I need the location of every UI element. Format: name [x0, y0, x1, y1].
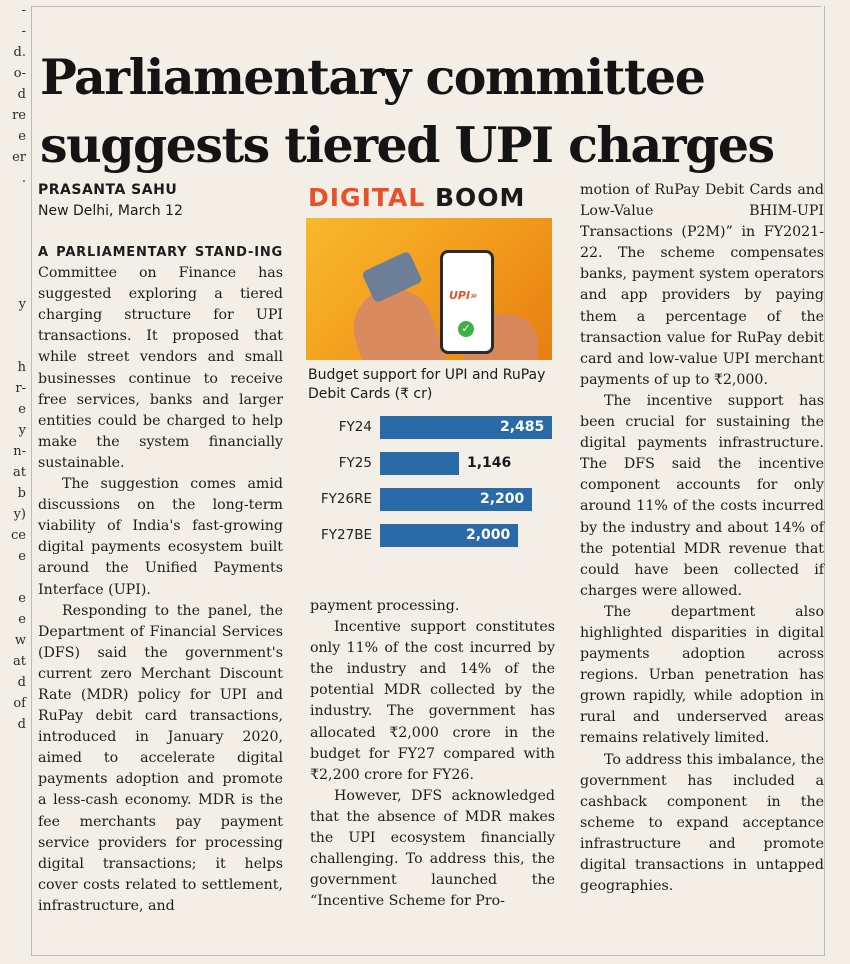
- fragment-line: e: [18, 549, 26, 564]
- fragment-line: ce: [11, 528, 26, 543]
- fragment-line: d: [17, 717, 26, 732]
- article-paragraph: However, DFS acknowledged that the absen…: [310, 787, 555, 910]
- frame-left-rule: [31, 6, 32, 956]
- byline: PRASANTA SAHU New Delhi, March 12: [38, 180, 288, 222]
- fragment-line: e: [18, 591, 26, 606]
- fragment-line: [0, 273, 30, 294]
- graphic-title-word2: BOOM: [435, 183, 526, 212]
- chart-category-label: FY25: [338, 455, 372, 471]
- headline: Parliamentary committee suggests tiered …: [40, 47, 775, 174]
- fragment-line: re: [12, 108, 26, 123]
- fragment-line: w: [14, 633, 26, 648]
- upi-payment-illustration: UPI» ✓: [306, 218, 552, 360]
- article-column-3: motion of RuPay Debit Cards and Low-Valu…: [580, 180, 824, 897]
- article-column-2: payment processing. Incentive support co…: [310, 596, 555, 912]
- fragment-line: y: [18, 423, 26, 438]
- fragment-line: d: [17, 87, 26, 102]
- article-paragraph: To address this imbalance, the governmen…: [580, 751, 824, 895]
- chart-bar: [380, 452, 459, 475]
- fragment-line: h: [17, 360, 26, 375]
- article-paragraph: Incentive support constitutes only 11% o…: [310, 619, 555, 783]
- fragment-line: er: [12, 150, 26, 165]
- fragment-line: -: [21, 3, 26, 18]
- fragment-line: d: [17, 675, 26, 690]
- frame-right-rule: [824, 6, 825, 956]
- chart-value-label: 2,200: [480, 491, 525, 507]
- fragment-line: [0, 210, 30, 231]
- fragment-line: .: [21, 171, 26, 186]
- fragment-line: y): [13, 507, 26, 522]
- digital-boom-graphic: DIGITAL BOOM UPI» ✓ Budget support for U…: [306, 180, 556, 590]
- chart-category-label: FY24: [338, 419, 372, 435]
- fragment-line: o-: [13, 66, 26, 81]
- adjacent-article-fragment: - - d. o-d re e er. y h r-e y n-at b y) ce e e e w at d of d: [0, 0, 30, 964]
- upi-logo: UPI»: [449, 289, 477, 302]
- article-paragraph: A PARLIAMENTARY STAND-ING Committee on F…: [38, 242, 283, 474]
- fragment-line: -: [21, 24, 26, 39]
- frame-bottom-rule: [31, 955, 825, 956]
- chart-category-label: FY26RE: [320, 491, 372, 507]
- article-paragraph: motion of RuPay Debit Cards and Low-Valu…: [580, 182, 824, 388]
- fragment-line: [0, 252, 30, 273]
- graphic-title: DIGITAL BOOM: [306, 180, 556, 216]
- fragment-line: at: [13, 654, 26, 669]
- check-icon: ✓: [458, 321, 474, 337]
- fragment-line: e: [18, 612, 26, 627]
- graphic-title-word1: DIGITAL: [308, 183, 426, 212]
- frame-top-rule: [31, 6, 821, 7]
- dateline: New Delhi, March 12: [38, 203, 183, 219]
- chart-value-label: 1,146: [467, 455, 512, 471]
- fragment-line: y: [18, 297, 26, 312]
- budget-bar-chart: FY24 2,485 FY25 1,146 FY26RE 2,200 FY27BE 2,000: [306, 412, 552, 562]
- paragraph-text: Committee on Finance has suggested explo…: [38, 265, 283, 471]
- article-paragraph: payment processing.: [310, 598, 460, 614]
- article-kicker: A PARLIAMENTARY STAND-ING: [38, 245, 283, 260]
- fragment-line: n-: [13, 444, 26, 459]
- fragment-line: [0, 189, 30, 210]
- chart-value-label: 2,000: [466, 527, 511, 543]
- fragment-line: [0, 231, 30, 252]
- article-paragraph: The incentive support has been crucial f…: [580, 392, 824, 599]
- fragment-line: b: [17, 486, 26, 501]
- fragment-line: of: [13, 696, 26, 711]
- upi-logo-mark: »: [470, 289, 478, 302]
- author-name: PRASANTA SAHU: [38, 182, 178, 198]
- article-column-1: A PARLIAMENTARY STAND-ING Committee on F…: [38, 242, 283, 917]
- chart-bar: [380, 416, 552, 439]
- fragment-line: at: [13, 465, 26, 480]
- chart-bar: [380, 488, 532, 511]
- article-paragraph: The suggestion comes amid discussions on…: [38, 476, 283, 598]
- fragment-line: [0, 567, 30, 588]
- fragment-line: r-: [15, 381, 26, 396]
- chart-title: Budget support for UPI and RuPay Debit C…: [308, 367, 546, 402]
- article-paragraph: Responding to the panel, the Department …: [38, 602, 283, 914]
- chart-bar: [380, 524, 518, 547]
- smartphone-icon: UPI» ✓: [440, 250, 494, 354]
- fragment-line: e: [18, 129, 26, 144]
- fragment-line: [0, 336, 30, 357]
- fragment-line: d.: [13, 45, 26, 60]
- fragment-line: [0, 315, 30, 336]
- chart-value-label: 2,485: [500, 419, 545, 435]
- fragment-line: e: [18, 402, 26, 417]
- upi-logo-text: UPI: [449, 289, 471, 302]
- article-paragraph: The department also highlighted disparit…: [580, 603, 824, 747]
- chart-category-label: FY27BE: [321, 527, 372, 543]
